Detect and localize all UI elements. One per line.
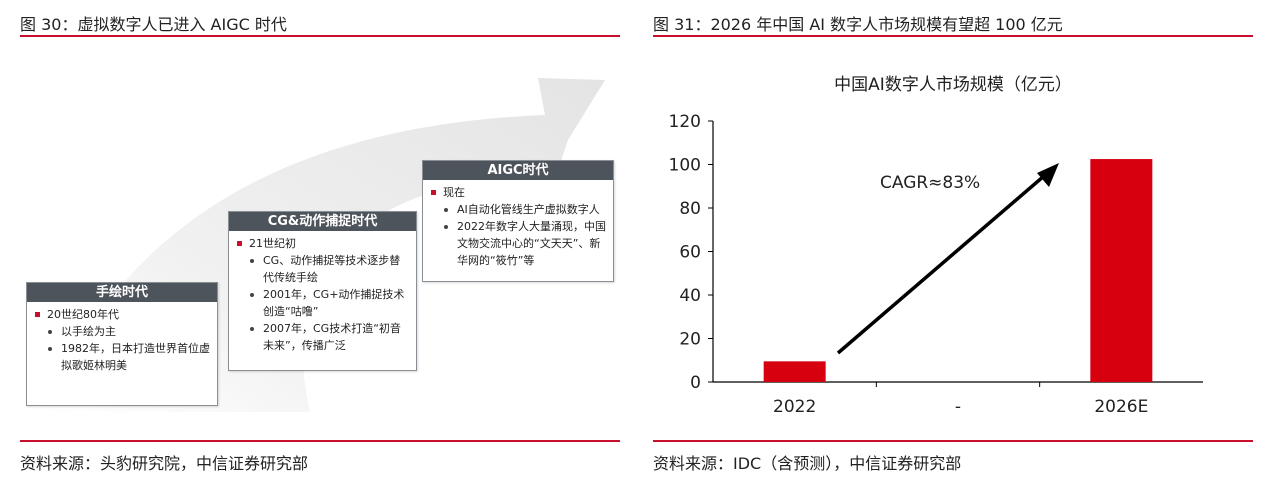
right-top-divider [653, 35, 1253, 37]
y-tick-label: 20 [679, 330, 701, 350]
y-tick-label: 40 [679, 286, 701, 306]
x-tick-label: 2026E [1094, 397, 1148, 417]
era-item: 1982年，日本打造世界首位虚拟歌姬林明美 [35, 340, 211, 374]
chart-title: 中国AI数字人市场规模（亿元） [834, 75, 1072, 95]
cagr-arrowhead [1037, 163, 1059, 187]
left-bottom-divider [20, 440, 620, 442]
era-header: AIGC时代 [423, 161, 613, 180]
y-tick-label: 120 [669, 112, 701, 132]
right-source-note: 资料来源：IDC（含预测），中信证券研究部 [653, 454, 962, 473]
era-item: AI自动化管线生产虚拟数字人 [431, 201, 607, 218]
right-figure-title: 图 31：2026 年中国 AI 数字人市场规模有望超 100 亿元 [653, 15, 1063, 34]
right-bottom-divider [653, 440, 1253, 442]
left-figure-title: 图 30：虚拟数字人已进入 AIGC 时代 [20, 15, 287, 34]
y-tick-label: 100 [669, 156, 701, 176]
x-tick-label: 2022 [773, 397, 816, 417]
cagr-label: CAGR≈83% [880, 173, 980, 193]
y-tick-label: 0 [690, 373, 701, 393]
market-size-bar-chart: 0 20 40 60 80 100 120 2022 - 2026E CAGR≈83% [669, 112, 1203, 417]
y-tick-label: 60 [679, 243, 701, 263]
era-date: 现在 [431, 184, 607, 201]
era-item: 以手绘为主 [35, 323, 211, 340]
era-item: 2007年，CG技术打造“初音未来”，传播广泛 [237, 320, 410, 354]
left-top-divider [20, 35, 620, 37]
x-tick-label: - [955, 397, 961, 417]
cagr-arrow [836, 168, 1053, 355]
bar-2022 [763, 361, 826, 382]
bar-2026E [1090, 159, 1153, 382]
era-box-cg-motion-capture: CG&动作捕捉时代 21世纪初 CG、动作捕捉等技术逐步替代传统手绘 2001年… [228, 211, 417, 371]
era-header: 手绘时代 [27, 283, 217, 302]
y-tick-label: 80 [679, 199, 701, 219]
era-date: 21世纪初 [237, 235, 410, 252]
left-source-note: 资料来源：头豹研究院，中信证券研究部 [20, 454, 309, 473]
era-box-aigc: AIGC时代 现在 AI自动化管线生产虚拟数字人 2022年数字人大量涌现，中国… [422, 160, 614, 282]
era-item: CG、动作捕捉等技术逐步替代传统手绘 [237, 252, 410, 286]
era-item: 2022年数字人大量涌现，中国文物交流中心的“文天天”、新华网的“筱竹”等 [431, 218, 607, 269]
era-item: 2001年，CG+动作捕捉技术创造“咕噜” [237, 286, 410, 320]
era-header: CG&动作捕捉时代 [229, 212, 416, 231]
era-date: 20世纪80年代 [35, 306, 211, 323]
era-box-hand-drawn: 手绘时代 20世纪80年代 以手绘为主 1982年，日本打造世界首位虚拟歌姬林明… [26, 282, 218, 406]
